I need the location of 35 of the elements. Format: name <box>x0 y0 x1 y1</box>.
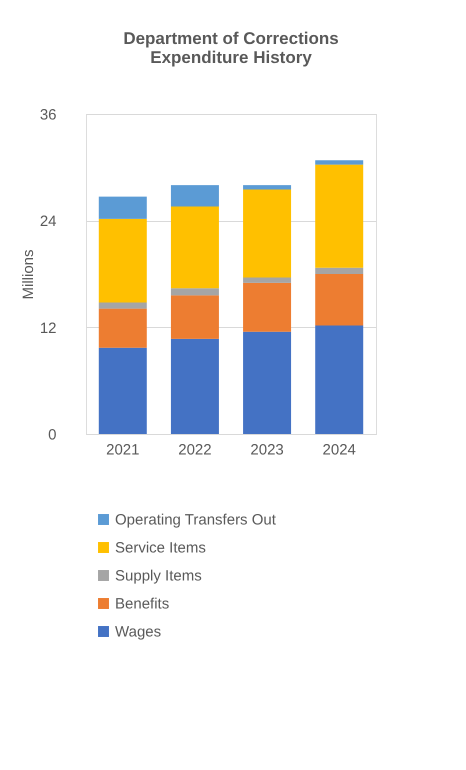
bar <box>170 288 219 296</box>
bar <box>98 196 147 219</box>
legend-label: Operating Transfers Out <box>115 512 277 528</box>
bar <box>98 308 147 348</box>
x-tick-label: 2023 <box>250 442 284 458</box>
x-tick-label: 2021 <box>106 442 140 458</box>
bar <box>315 274 364 326</box>
chart-title: Department of Corrections Expenditure History <box>123 29 339 67</box>
x-tick-label: 2022 <box>178 442 212 458</box>
bar <box>98 302 147 309</box>
legend-label: Service Items <box>115 540 206 556</box>
y-tick-label: 0 <box>48 426 56 444</box>
bar <box>98 348 147 434</box>
y-tick-label: 36 <box>40 106 56 124</box>
x-tick-label: 2024 <box>322 442 356 458</box>
bar <box>170 295 219 339</box>
y-tick-label: 24 <box>40 213 56 230</box>
bar <box>243 190 292 278</box>
bar <box>243 278 292 283</box>
bar <box>98 218 147 302</box>
bar <box>243 282 292 332</box>
bar <box>315 268 364 274</box>
bar <box>170 206 219 288</box>
legend-label: Supply Items <box>115 568 202 584</box>
bar <box>315 326 364 434</box>
legend-label: Benefits <box>115 596 170 612</box>
bar <box>315 160 364 165</box>
bar <box>170 338 219 434</box>
bar <box>170 185 219 206</box>
y-axis-title: Millions <box>20 249 37 300</box>
bar <box>315 164 364 268</box>
y-tick-label: 12 <box>40 320 56 337</box>
bar <box>243 185 292 190</box>
legend-label: Wages <box>115 624 162 640</box>
bar <box>243 332 292 434</box>
